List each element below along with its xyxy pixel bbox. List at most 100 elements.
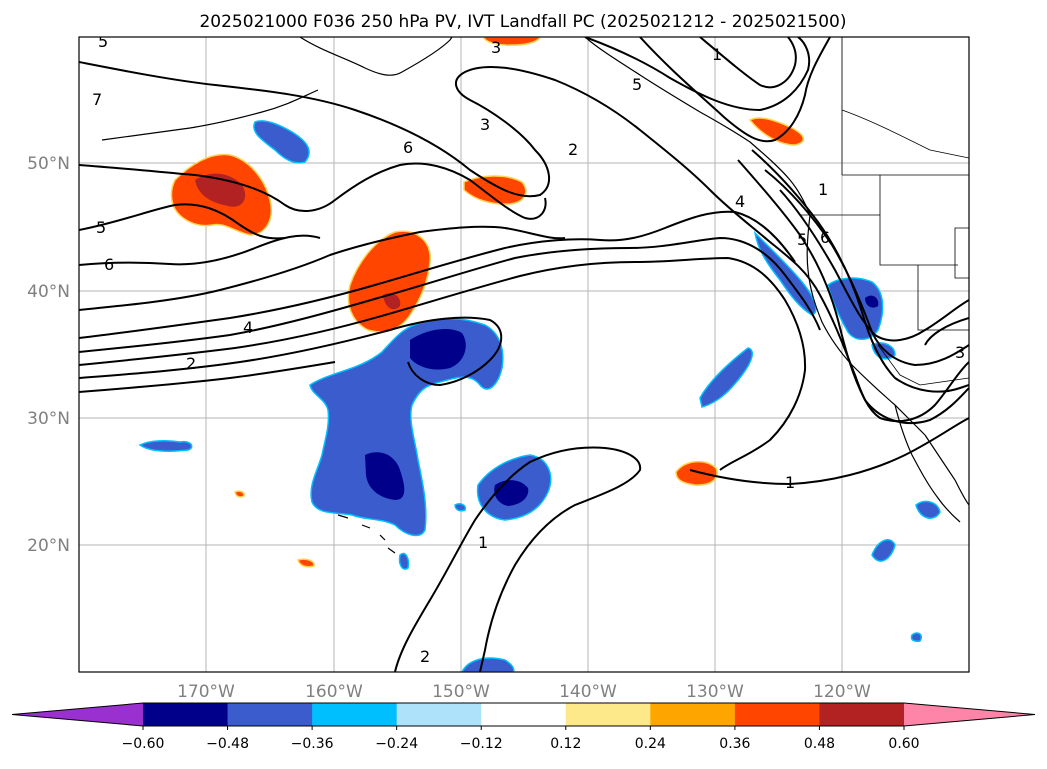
- contour-s: [764, 169, 969, 367]
- colorbar-segment: [819, 703, 905, 726]
- contour-label: 3: [955, 343, 965, 362]
- contour-label: 3: [491, 38, 501, 57]
- colorbar-tick-label: 0.48: [804, 736, 835, 752]
- contour-g: [79, 236, 821, 353]
- lat-label: 20°N: [27, 536, 70, 556]
- blob-baja-2: [871, 539, 896, 562]
- map-panel: 5 7 5 6 3 6 2 1 3 5 4 2 1 1 4 5 6 2 1 3: [78, 32, 970, 673]
- contour-i: [79, 316, 503, 387]
- contour-b: [79, 162, 547, 220]
- contour-label: 2: [186, 354, 196, 373]
- blob-tiny-2: [398, 552, 410, 570]
- contour-label: 1: [478, 533, 488, 552]
- blob-small-1: [297, 558, 315, 568]
- hawaii-islands: [337, 514, 396, 554]
- blob-midpacific-core: [383, 293, 401, 310]
- contour-label: 1: [712, 45, 722, 64]
- blob-small-2: [234, 490, 245, 498]
- contour-label: 7: [92, 90, 102, 109]
- lat-label: 40°N: [27, 282, 70, 302]
- blob-offshore-ca: [699, 347, 753, 408]
- blob-top: [483, 37, 541, 46]
- colorbar-extend-min: [12, 703, 143, 726]
- contour-f: [79, 210, 796, 339]
- contour-label: 4: [735, 192, 745, 211]
- contour-label: 6: [104, 255, 114, 274]
- colorbar-tick-label: −0.60: [122, 736, 165, 752]
- contour-label: 5: [98, 32, 108, 51]
- contour-label: 6: [820, 228, 830, 247]
- colorbar-segment: [734, 703, 820, 726]
- lon-label: 160°W: [305, 682, 363, 702]
- contour-t: [924, 317, 969, 346]
- colorbar-tick-label: 0.12: [550, 736, 581, 752]
- contour-label: 5: [96, 218, 106, 237]
- coast-west-us: [806, 214, 926, 436]
- lat-label: 30°N: [27, 409, 70, 429]
- contour-label: 4: [243, 318, 253, 337]
- contour-label: 1: [785, 473, 795, 492]
- contour-q: [737, 159, 969, 425]
- colorbar-segment: [312, 703, 398, 726]
- lat-label: 50°N: [27, 154, 70, 174]
- colorbar-segment: [481, 703, 567, 726]
- ivt-positive-blobs: [170, 37, 804, 568]
- lon-label: 120°W: [813, 682, 871, 702]
- contour-label-group: 5 7 5 6 3 6 2 1 3 5 4 2 1 1 4 5 6 2 1 3: [92, 32, 965, 666]
- coast-alaska: [299, 37, 453, 76]
- coastlines: [101, 37, 969, 554]
- coast-bc: [584, 37, 811, 216]
- blob-bc: [748, 117, 804, 146]
- longitude-labels: 170°W 160°W 150°W 140°W 130°W 120°W: [177, 682, 871, 702]
- contour-label: 2: [568, 140, 578, 159]
- contour-k: [394, 446, 642, 672]
- blob-alaska-peninsula: [253, 120, 310, 164]
- lon-label: 150°W: [432, 682, 490, 702]
- blob-sierra-dark: [865, 295, 879, 308]
- blob-baja-1: [915, 500, 941, 519]
- contour-c: [79, 203, 286, 240]
- blob-central-pacific-dark-2: [365, 452, 405, 500]
- contour-h: [79, 256, 807, 471]
- colorbar: −0.60 −0.48 −0.36 −0.24 −0.12 0.12 0.24 0.36 0.4…: [11, 702, 1036, 752]
- contour-o: [639, 37, 831, 143]
- contour-d: [79, 234, 321, 266]
- contour-label: 2: [420, 647, 430, 666]
- coast-baja: [894, 404, 961, 523]
- contour-label: 3: [480, 115, 490, 134]
- contour-m: [584, 37, 811, 112]
- blob-hawaii-w: [138, 440, 193, 452]
- blob-gulf: [463, 175, 527, 205]
- borders: [800, 37, 969, 386]
- colorbar-tick-label: 0.60: [888, 736, 919, 752]
- pv-contours: [79, 37, 969, 672]
- map-background: [79, 37, 969, 672]
- colorbar-segment: [650, 703, 736, 726]
- blob-subtropic-east: [675, 460, 718, 486]
- contour-n: [699, 37, 797, 89]
- blob-bottom: [461, 657, 515, 672]
- colorbar-segment: [227, 703, 313, 726]
- colorbar-tick-label: −0.36: [291, 736, 334, 752]
- contour-j: [79, 361, 336, 393]
- figure-title: 2025021000 F036 250 hPa PV, IVT Landfall…: [199, 12, 846, 32]
- contour-e: [79, 225, 566, 311]
- colorbar-segment: [396, 703, 482, 726]
- contour-a: [79, 61, 711, 198]
- contour-label: 5: [632, 75, 642, 94]
- colorbar-tick-label: 0.36: [719, 736, 750, 752]
- colorbar-segment: [565, 703, 651, 726]
- contour-l: [689, 417, 969, 486]
- colorbar-tick-label: −0.12: [460, 736, 503, 752]
- colorbar-tick-label: 0.24: [635, 736, 666, 752]
- contour-label: 5: [797, 230, 807, 249]
- contour-r: [751, 149, 969, 393]
- ivt-negative-blobs: [138, 120, 941, 672]
- colorbar-tick-label: −0.24: [375, 736, 418, 752]
- colorbar-tick-label: −0.48: [206, 736, 249, 752]
- lon-label: 170°W: [177, 682, 235, 702]
- blob-tiny-3: [910, 632, 923, 642]
- blob-tiny-1: [454, 503, 467, 512]
- map-frame: [78, 36, 970, 673]
